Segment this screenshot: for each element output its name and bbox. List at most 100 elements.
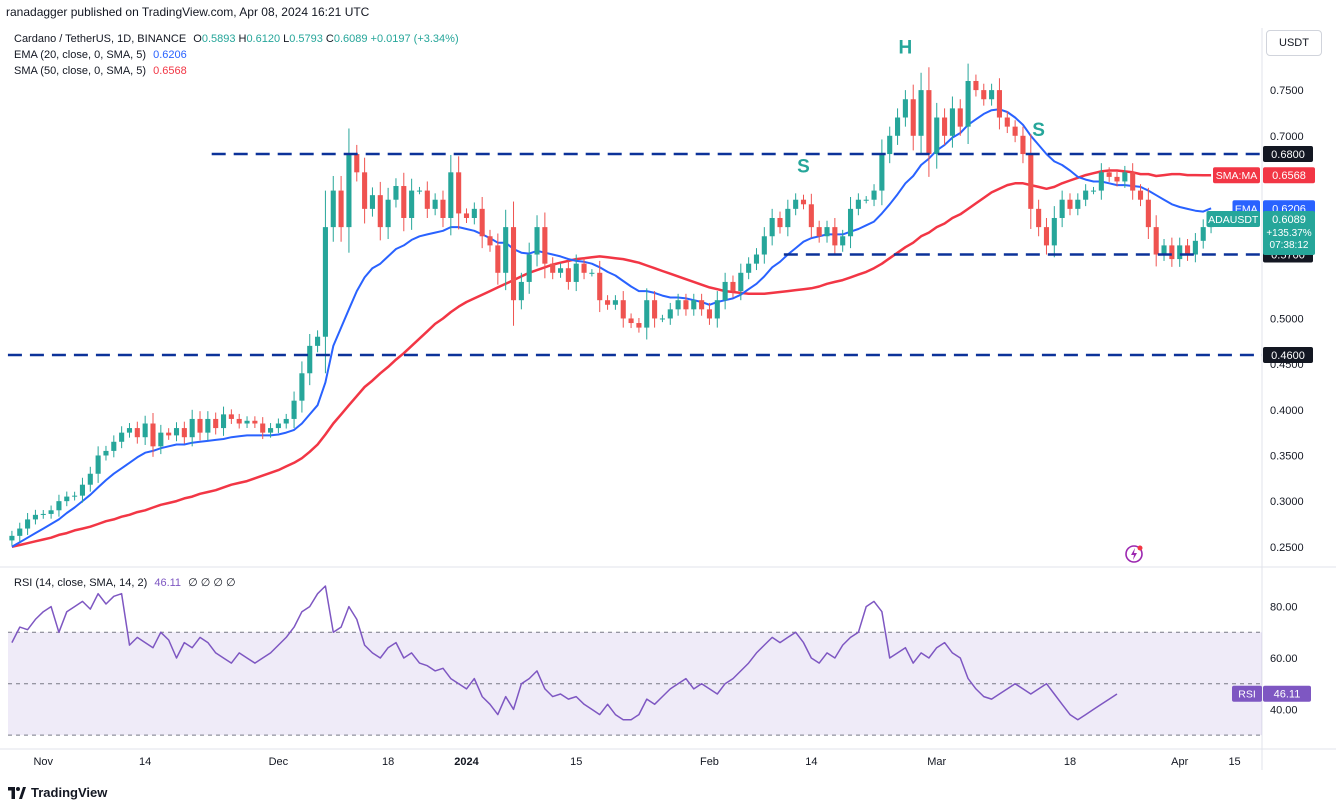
candle [362,157,368,224]
candle [910,84,916,151]
candle [1114,171,1120,187]
rsi-band [8,631,1262,736]
legend-ohlc-value: 0.6120 [246,33,281,45]
price-tag-extra: 07:38:12 [1270,240,1309,251]
candle-body [1200,227,1206,241]
alert-bolt-icon[interactable] [1124,544,1144,564]
candle [1036,199,1042,237]
candle-body [275,423,281,429]
candle-body [1130,172,1136,191]
candle [64,491,70,507]
candle [213,412,219,435]
candle-body [1184,245,1191,255]
price-tag-name: SMA:MA [1216,170,1257,182]
level-tag: 0.6800 [1263,146,1313,163]
candle [777,211,783,234]
price-tick-label: 0.3500 [1270,450,1304,462]
candle [220,406,227,436]
time-tick-label: 18 [382,756,394,768]
candle-body [1161,245,1167,255]
candle-body [181,428,187,438]
support-resistance-levels [7,152,1262,357]
candle-body [691,300,697,310]
candle-body [824,227,830,237]
candle-body [628,318,634,324]
candle [409,178,415,230]
rsi-tag: RSI 46.11 [1232,685,1311,702]
candle-body [315,336,321,346]
candle [675,293,681,316]
candle-body [918,90,924,136]
price-tick-label: 0.7500 [1270,85,1304,97]
candle-body [260,423,266,433]
candle-body [659,318,665,320]
price-tag-value: 0.6568 [1272,170,1306,182]
footer[interactable]: TradingView [8,785,107,800]
candle [557,263,564,278]
candle [589,269,595,277]
candle-body [487,236,493,246]
candle [918,72,924,154]
candle-body [150,423,156,447]
candle-body [816,227,822,237]
candle-body [456,172,462,214]
candle-body [785,208,791,228]
moving-averages [11,108,1212,721]
footer-brand: TradingView [31,785,108,800]
candle [699,293,705,316]
ema20-line [11,108,1212,548]
currency-button[interactable]: USDT [1266,30,1322,56]
legend-ohlc-l: L0.5793 [283,33,323,45]
candle [479,196,485,249]
candle [816,220,822,243]
level-tag-label: 0.6800 [1271,149,1305,161]
candle-body [1075,199,1081,209]
candle-body [369,195,375,209]
candle [518,272,524,310]
time-tick-label: Nov [33,756,53,768]
candle-body [605,300,611,305]
candle [652,291,658,328]
candle [949,96,955,148]
candle [330,175,336,242]
candle-body [205,418,211,433]
candle [119,426,125,449]
candle-body [495,245,501,273]
price-tag-extra: +135.37% [1266,228,1311,239]
candle [887,126,893,164]
candle [1083,184,1089,207]
candle-body [871,190,877,200]
candle-body [283,418,289,424]
candle-body [761,236,767,255]
candle [730,275,736,298]
candle [871,184,877,207]
candle [1145,187,1151,239]
candle-body [597,272,603,301]
candle [808,193,814,238]
candle-body [64,496,70,502]
candle-body [119,432,125,442]
candle [667,302,673,325]
candle-body [299,373,305,401]
candle [440,190,446,228]
candle-body [503,227,509,273]
candle-body [126,428,133,433]
candle [424,181,430,218]
candle [126,423,133,438]
legend-symbol: Cardano / TetherUS, 1D, BINANCE O0.5893 H… [14,33,459,45]
legend-ohlc-key: C [325,33,334,45]
pattern-label: S [797,156,810,177]
candle [996,78,1002,130]
candle [847,196,854,249]
time-tick-label: 15 [1228,756,1240,768]
candle-body [706,309,713,319]
candle-body [479,208,485,237]
pattern-annotations: H S S [797,38,1045,178]
legend-sma-value: 0.6568 [153,65,187,77]
candle [1012,120,1018,143]
candle [1192,233,1198,263]
candle-body [166,432,172,436]
candle-body [1122,172,1128,182]
pattern-label: S [1032,120,1045,141]
